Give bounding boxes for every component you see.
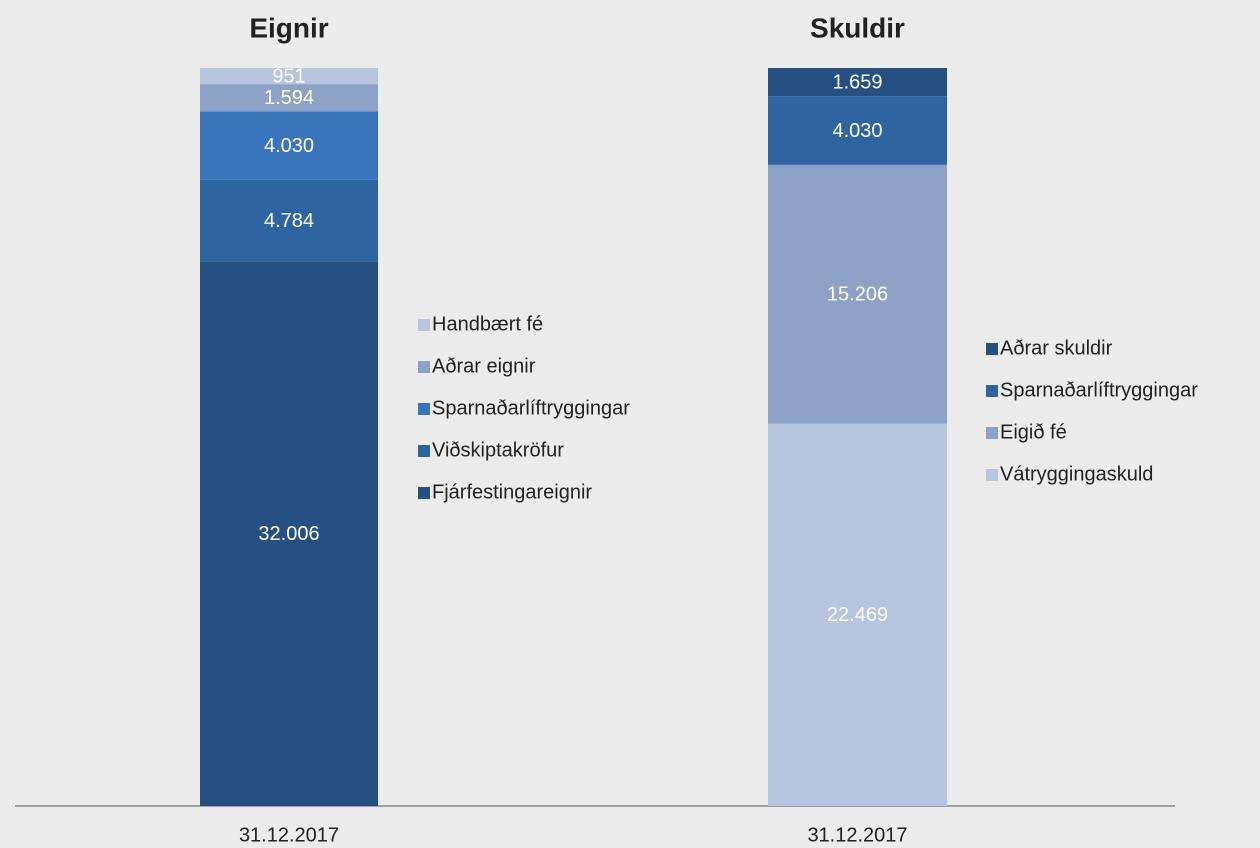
value-label: 22.469 [827,604,888,626]
legend-label: Viðskiptakröfur [432,439,564,461]
x-tick-label: 31.12.2017 [239,824,339,846]
x-tick-label: 31.12.2017 [807,824,907,846]
value-label: 4.030 [832,120,882,142]
legend-swatch [418,487,430,499]
value-label: 4.030 [264,135,314,157]
bar-segment [768,96,947,165]
legend-swatch [986,343,998,355]
legend-label: Handbært fé [432,313,543,335]
bar-segment [200,84,378,112]
bar-segment [200,261,378,806]
value-label: 4.784 [264,210,314,232]
value-label: 1.594 [264,87,314,109]
legend-swatch [986,469,998,481]
legend-label: Sparnaðarlíftryggingar [1000,379,1198,401]
legend-swatch [418,361,430,373]
value-label: 1.659 [832,71,882,93]
bar-segment [200,68,378,85]
chart-title: Skuldir [810,12,905,43]
legend-swatch [418,319,430,331]
legend-label: Eigið fé [1000,421,1067,443]
bar-segment [200,179,378,262]
bar-segment [768,68,947,97]
legend-swatch [986,385,998,397]
legend-swatch [418,445,430,457]
value-label: 15.206 [827,284,888,306]
legend-label: Sparnaðarlíftryggingar [432,397,630,419]
legend-swatch [986,427,998,439]
legend-label: Fjárfestingareignir [432,481,592,503]
value-label: 32.006 [258,523,319,545]
bar-segment [768,164,947,424]
legend-label: Aðrar eignir [432,355,536,377]
legend-swatch [418,403,430,415]
legend-label: Aðrar skuldir [1000,337,1113,359]
bar-segment [200,111,378,180]
chart-title: Eignir [249,12,328,43]
bar-segment [768,423,947,806]
value-label: 951 [272,65,305,87]
legend-label: Vátryggingaskuld [1000,463,1153,485]
